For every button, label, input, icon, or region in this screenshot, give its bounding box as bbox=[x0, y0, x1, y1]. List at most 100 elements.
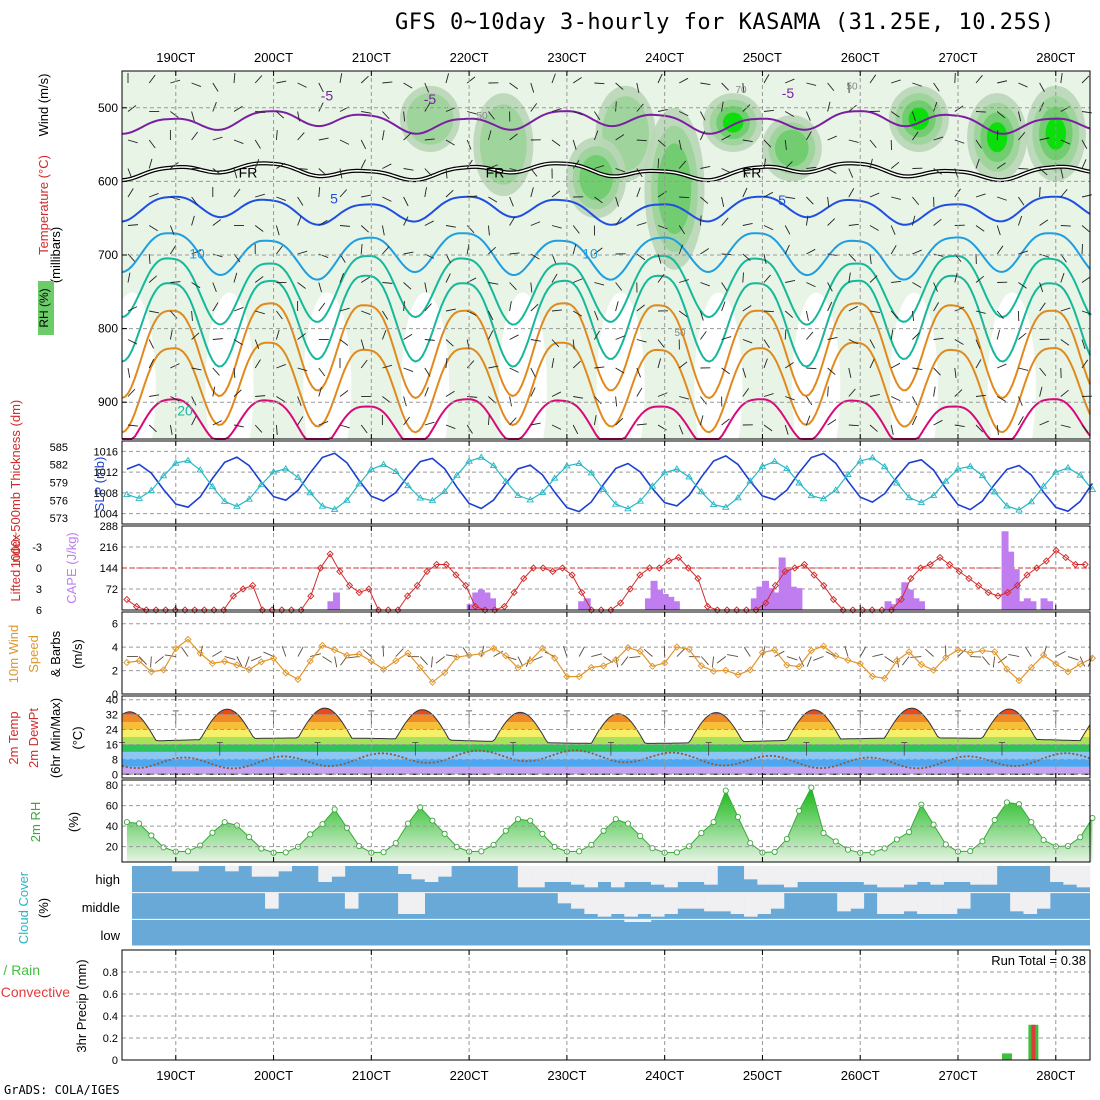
temp2m-axis-label: 2m Temp bbox=[6, 711, 21, 764]
wind-barb bbox=[848, 367, 852, 378]
wind-barb bbox=[276, 196, 286, 202]
wind-speed-point bbox=[942, 653, 950, 662]
rh-moist-cell bbox=[774, 129, 809, 167]
thickness-point bbox=[966, 462, 975, 469]
wind-barb bbox=[806, 282, 816, 288]
wind-speed-point bbox=[1052, 660, 1060, 668]
wind-barb bbox=[975, 394, 986, 397]
thickness-point bbox=[526, 496, 535, 503]
wind-barb-10m bbox=[621, 656, 629, 666]
wind-barb bbox=[551, 358, 555, 369]
wind-barb bbox=[276, 111, 285, 119]
pressure-axis-label: (millibars) bbox=[48, 227, 63, 283]
temp-tick-label: 40 bbox=[106, 695, 118, 707]
lifted-index-point bbox=[1062, 553, 1070, 562]
slp-tick-label: 1004 bbox=[94, 509, 118, 521]
wind-barb bbox=[212, 386, 216, 397]
wind-barb bbox=[912, 367, 923, 371]
wind-barb bbox=[1060, 189, 1068, 198]
cloud-high-block bbox=[903, 866, 918, 885]
wind-barb bbox=[403, 396, 407, 407]
wind-barb bbox=[233, 72, 236, 84]
rh2m-unit-label: (%) bbox=[66, 812, 81, 832]
thickness-point bbox=[990, 487, 999, 495]
wind-barb bbox=[233, 188, 241, 198]
wind-barb bbox=[975, 310, 986, 314]
wind-barb bbox=[509, 196, 514, 207]
thickness-point bbox=[905, 493, 913, 501]
wind-barb bbox=[742, 187, 748, 198]
thickness-point bbox=[1039, 482, 1048, 489]
wind-barb bbox=[254, 159, 260, 169]
lifted-index-point bbox=[152, 606, 160, 614]
wind-barb bbox=[381, 130, 385, 141]
wind-barb bbox=[700, 396, 707, 405]
x-axis-top-label: 190CT bbox=[156, 50, 195, 65]
pressure-tick-label: 600 bbox=[98, 174, 118, 188]
wind-barb bbox=[275, 129, 278, 141]
wind-barb bbox=[424, 282, 428, 293]
lifted-index-point bbox=[1023, 571, 1031, 579]
wind-barb bbox=[997, 196, 1007, 201]
wind-barb bbox=[509, 396, 512, 407]
wind-barb-10m bbox=[957, 648, 967, 657]
wind-barb-10m bbox=[982, 656, 990, 666]
wind-barb bbox=[233, 272, 238, 283]
thickness-slp-frame bbox=[121, 440, 1091, 525]
wind-barb bbox=[657, 274, 665, 283]
cloud-high-block bbox=[970, 866, 984, 885]
wind-barb bbox=[912, 332, 920, 340]
lifted-index-point bbox=[462, 581, 470, 590]
lifted-index-point bbox=[1004, 588, 1012, 597]
x-axis-top-label: 260CT bbox=[841, 50, 880, 65]
wind-barb bbox=[233, 424, 244, 428]
wind-barb bbox=[403, 132, 412, 141]
wind-barb bbox=[848, 388, 856, 397]
wind-barb bbox=[573, 111, 583, 116]
wind-barb bbox=[1060, 225, 1071, 227]
wind-speed-point bbox=[147, 668, 155, 676]
wind-barb-10m bbox=[150, 656, 152, 668]
rh2m-point bbox=[820, 829, 827, 837]
rh2m-point bbox=[527, 817, 534, 824]
wind-barb bbox=[127, 424, 138, 427]
cloud-high-block bbox=[917, 866, 931, 882]
wind-barb bbox=[721, 101, 724, 112]
pressure-tick-label: 800 bbox=[98, 322, 118, 336]
wind-barb bbox=[594, 366, 605, 369]
wind-barb bbox=[700, 331, 707, 340]
wind-barb bbox=[572, 225, 580, 234]
wind-barb bbox=[297, 196, 304, 206]
wind-barb-10m bbox=[992, 656, 996, 668]
isotherm-line bbox=[121, 232, 1091, 281]
thickness-tick-label: 579 bbox=[50, 478, 68, 490]
cape-bar bbox=[656, 589, 664, 610]
cloud-high-block bbox=[783, 866, 798, 888]
cape-bar bbox=[917, 601, 925, 610]
wind-barb bbox=[276, 396, 286, 403]
wind-barb bbox=[212, 282, 217, 292]
wind-barb bbox=[763, 253, 767, 264]
wind-barb-10m bbox=[154, 656, 164, 664]
wind-barb bbox=[445, 308, 456, 312]
cloud-high-block bbox=[318, 866, 332, 882]
thickness-point bbox=[1027, 497, 1036, 505]
wind-speed-point bbox=[245, 666, 253, 674]
wind-barb bbox=[424, 168, 432, 177]
thickness-point bbox=[599, 485, 608, 493]
wind-barb bbox=[763, 424, 773, 432]
wind-barb bbox=[275, 424, 278, 436]
wind-barb bbox=[170, 111, 179, 118]
wind-barb bbox=[1018, 332, 1027, 340]
cloud-high-block bbox=[810, 866, 825, 882]
wind-barb bbox=[679, 196, 690, 199]
cape-bar bbox=[773, 592, 781, 610]
wind-barb bbox=[636, 222, 647, 226]
isotherm-label: 10 bbox=[582, 246, 598, 262]
wind-barb bbox=[467, 111, 477, 115]
wind-barb bbox=[784, 362, 794, 369]
rh2m-point bbox=[246, 833, 253, 841]
wind-barb bbox=[170, 79, 181, 84]
wind-barb bbox=[721, 168, 731, 174]
x-axis-bottom-label: 230CT bbox=[547, 1068, 586, 1083]
